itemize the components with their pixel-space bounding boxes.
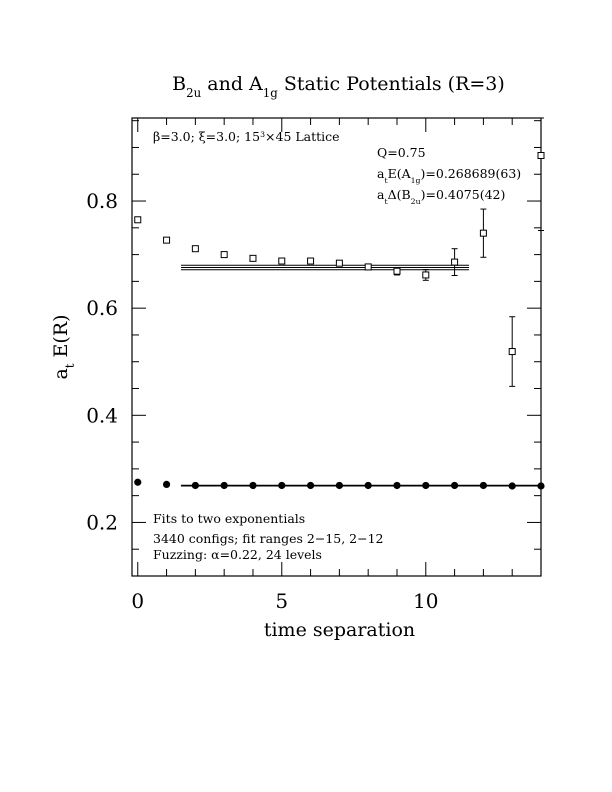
x-tick-label: 5 bbox=[275, 589, 288, 613]
x-tick-label: 10 bbox=[413, 589, 438, 613]
y-tick-label: 0.2 bbox=[86, 510, 118, 534]
annotation-configs: 3440 configs; fit ranges 2−15, 2−12 bbox=[153, 531, 384, 546]
data-point bbox=[335, 259, 343, 267]
data-point bbox=[451, 258, 459, 266]
chart-title: B2u and A1g Static Potentials (R=3) bbox=[172, 73, 505, 100]
chart-title-text: B2u and A1g Static Potentials (R=3) bbox=[172, 73, 505, 100]
y-axis-label-text: at E(R) bbox=[50, 314, 77, 379]
annotation-fuzzing: Fuzzing: α=0.22, 24 levels bbox=[153, 547, 322, 562]
data-point bbox=[220, 481, 228, 490]
data-point bbox=[537, 482, 545, 490]
y-tick-labels: 0.2 0.4 0.6 0.8 bbox=[86, 189, 118, 534]
data-point bbox=[364, 481, 372, 490]
data-point bbox=[249, 254, 257, 262]
y-tick-label: 0.4 bbox=[86, 403, 118, 427]
data-point bbox=[191, 481, 199, 490]
data-point bbox=[335, 481, 343, 490]
data-point bbox=[220, 251, 228, 259]
data-point bbox=[364, 263, 372, 271]
data-point bbox=[249, 481, 257, 490]
data-point bbox=[307, 257, 315, 265]
annotation-q: Q=0.75 bbox=[377, 145, 426, 160]
data-point bbox=[508, 348, 516, 356]
data-point bbox=[422, 481, 430, 490]
annotation-lattice: β=3.0; ξ=3.0; 153×45 Lattice bbox=[153, 129, 340, 144]
x-tick-label: 0 bbox=[131, 589, 144, 613]
axis-ticks bbox=[132, 118, 542, 577]
data-point bbox=[393, 481, 401, 490]
data-point bbox=[191, 245, 199, 253]
annotations: β=3.0; ξ=3.0; 153×45 Lattice Q=0.75 atE(A1… bbox=[153, 129, 521, 562]
annotation-fits: Fits to two exponentials bbox=[153, 511, 305, 526]
data-point bbox=[422, 271, 430, 279]
annotation-energy: atE(A1g)=0.268689(63) bbox=[377, 166, 521, 185]
data-point bbox=[450, 481, 459, 490]
data-point bbox=[537, 151, 545, 159]
data-series bbox=[134, 117, 545, 490]
annotation-gap: atΔ(B2u)=0.4075(42) bbox=[377, 187, 505, 206]
data-point bbox=[278, 257, 286, 265]
x-tick-labels: 0 5 10 bbox=[131, 589, 438, 613]
data-point bbox=[479, 481, 487, 490]
data-point bbox=[162, 480, 171, 488]
y-axis-label: at E(R) bbox=[50, 314, 77, 379]
y-tick-label: 0.8 bbox=[86, 189, 118, 213]
data-point bbox=[306, 481, 315, 490]
data-point bbox=[163, 236, 171, 244]
data-point bbox=[479, 229, 487, 237]
data-point bbox=[134, 478, 142, 486]
x-axis-label: time separation bbox=[264, 619, 415, 641]
data-point bbox=[393, 267, 401, 275]
data-point bbox=[278, 481, 286, 490]
y-tick-label: 0.6 bbox=[86, 296, 118, 320]
data-point bbox=[508, 482, 516, 490]
fit-bands bbox=[180, 264, 541, 487]
plot-frame bbox=[131, 117, 542, 577]
data-point bbox=[134, 216, 142, 224]
